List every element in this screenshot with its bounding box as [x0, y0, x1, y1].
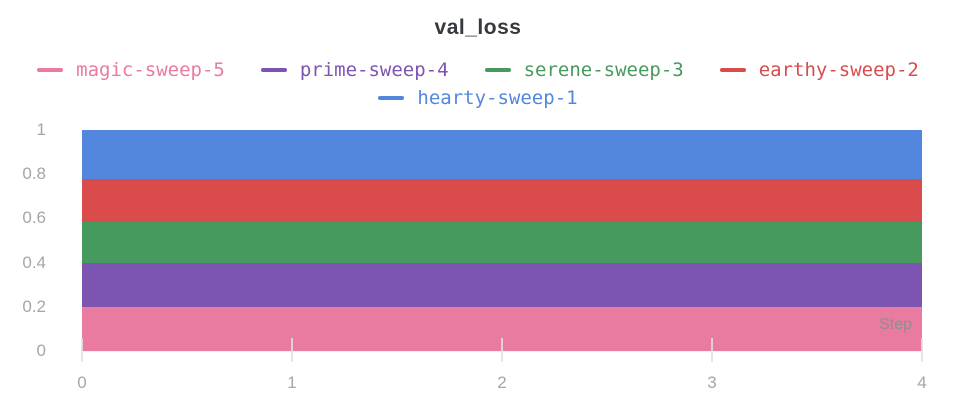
- legend-item-magic-sweep-5[interactable]: magic-sweep-5: [37, 58, 225, 82]
- legend-label: prime-sweep-4: [299, 59, 449, 81]
- x-tick-label-3: 3: [707, 373, 717, 392]
- x-tick-mark-1: [291, 338, 293, 362]
- legend-line-icon: [260, 68, 287, 72]
- legend-row-2: hearty-sweep-1: [0, 86, 956, 110]
- y-tick-label-0: 0: [36, 341, 46, 360]
- legend-label: hearty-sweep-1: [417, 87, 578, 109]
- series-band-hearty-sweep-1[interactable]: [82, 130, 922, 179]
- y-tick-label-0.4: 0.4: [22, 252, 46, 272]
- plot-area[interactable]: [82, 130, 922, 351]
- x-tick-label-2: 2: [497, 373, 507, 392]
- legend-item-serene-sweep-3[interactable]: serene-sweep-3: [484, 58, 684, 82]
- y-tick-label-1: 1: [36, 120, 46, 139]
- legend-row-1: magic-sweep-5 prime-sweep-4 serene-sweep-3…: [0, 58, 956, 82]
- x-tick-mark-0: [81, 338, 83, 362]
- y-tick-label-0.6: 0.6: [22, 208, 46, 228]
- legend-item-earthy-sweep-2[interactable]: earthy-sweep-2: [719, 58, 919, 82]
- legend-item-hearty-sweep-1[interactable]: hearty-sweep-1: [378, 86, 578, 110]
- series-band-prime-sweep-4[interactable]: [82, 262, 922, 307]
- chart-title: val_loss: [434, 16, 522, 39]
- x-axis-label: Step: [879, 316, 912, 333]
- legend-line-icon: [37, 68, 64, 72]
- legend-label: earthy-sweep-2: [758, 59, 919, 81]
- x-tick-label-4: 4: [917, 373, 927, 392]
- x-tick-label-1: 1: [287, 373, 297, 392]
- x-tick-mark-3: [711, 338, 713, 362]
- x-tick-mark-4: [921, 338, 923, 362]
- series-band-earthy-sweep-2[interactable]: [82, 178, 922, 222]
- legend-item-prime-sweep-4[interactable]: prime-sweep-4: [260, 58, 449, 82]
- series-band-serene-sweep-3[interactable]: [82, 221, 922, 263]
- y-tick-label-0.8: 0.8: [22, 164, 46, 184]
- legend-label: magic-sweep-5: [76, 59, 225, 81]
- x-tick-label-0: 0: [77, 373, 87, 392]
- x-tick-mark-2: [501, 338, 503, 362]
- legend-label: serene-sweep-3: [523, 59, 684, 81]
- legend-line-icon: [484, 68, 511, 72]
- legend-line-icon: [719, 68, 746, 72]
- legend-line-icon: [378, 96, 405, 100]
- y-tick-label-0.2: 0.2: [22, 296, 46, 316]
